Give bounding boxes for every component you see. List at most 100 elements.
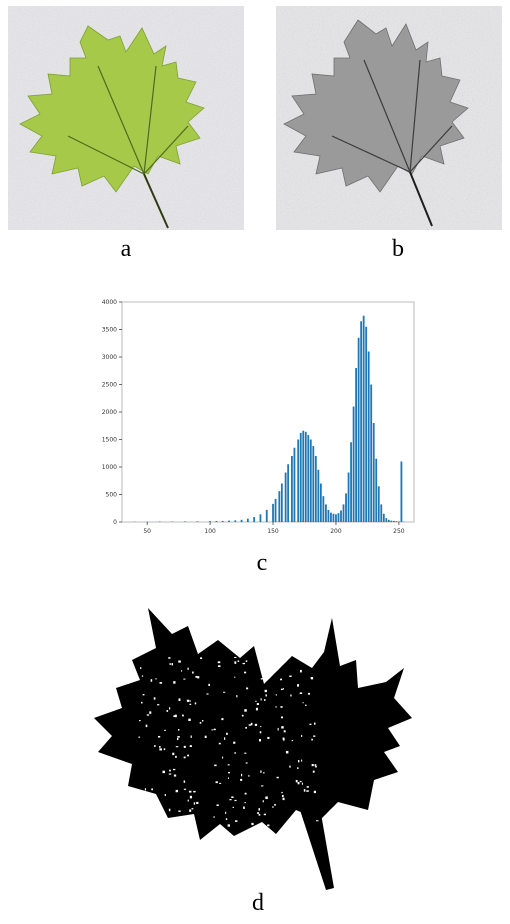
speckle: [168, 773, 172, 775]
speckle: [276, 776, 279, 779]
speckle: [314, 722, 316, 725]
panel-label-b: b: [392, 236, 404, 262]
speckle: [271, 672, 274, 675]
speckle: [256, 703, 259, 706]
speckle: [225, 818, 228, 821]
panel-d-binary-leaf: [88, 596, 424, 892]
speckle: [251, 822, 254, 826]
histogram-bar: [360, 321, 363, 522]
x-tick-label: 50: [143, 528, 151, 535]
speckle: [213, 816, 215, 818]
speckle: [225, 811, 227, 814]
histogram-bar: [299, 432, 302, 522]
y-tick-label: 1000: [102, 464, 117, 471]
speckle: [229, 799, 232, 801]
histogram-bar: [317, 469, 320, 522]
speckle: [219, 782, 222, 784]
binary-leaf-stem: [300, 808, 334, 890]
histogram-bar: [382, 513, 385, 522]
speckle: [280, 706, 283, 708]
histogram-bar: [350, 442, 352, 522]
histogram-bar: [377, 486, 380, 522]
speckle: [234, 656, 237, 658]
speckle: [240, 778, 243, 781]
speckle: [299, 780, 302, 783]
speckle: [244, 752, 247, 754]
histogram-bar: [332, 513, 335, 522]
speckle: [172, 768, 176, 771]
histogram-bar: [352, 406, 355, 522]
speckle: [187, 667, 189, 670]
speckle: [255, 707, 258, 711]
speckle: [153, 745, 156, 747]
speckle: [211, 729, 213, 731]
x-tick-label: 250: [393, 528, 405, 535]
y-tick-label: 2500: [102, 382, 117, 389]
speckle: [282, 797, 285, 801]
histogram-bar: [209, 521, 212, 522]
speckle: [159, 748, 162, 751]
speckle: [148, 805, 150, 807]
speckle: [151, 788, 153, 791]
speckle: [242, 662, 246, 665]
plot-frame: [121, 301, 415, 523]
speckle: [150, 679, 153, 682]
histogram-bar: [387, 519, 390, 522]
speckle: [237, 660, 240, 662]
speckle: [183, 678, 186, 680]
speckle: [290, 694, 292, 697]
speckle: [218, 665, 221, 667]
speckle: [188, 718, 191, 721]
histogram-bar: [284, 472, 287, 522]
speckle: [316, 820, 319, 822]
speckle: [299, 669, 302, 673]
speckle: [313, 790, 316, 794]
speckle: [272, 806, 274, 808]
speckle: [168, 707, 171, 710]
speckle: [175, 746, 179, 748]
speckle: [244, 709, 247, 712]
speckle: [241, 714, 244, 717]
speckle: [138, 736, 141, 738]
speckle: [169, 663, 172, 665]
speckle: [146, 714, 150, 716]
speckle: [217, 661, 221, 664]
speckle: [234, 752, 236, 754]
speckle: [193, 802, 196, 805]
histogram-bar: [390, 520, 393, 522]
speckle: [197, 676, 200, 679]
histogram-bar: [365, 326, 368, 522]
speckle: [149, 711, 152, 714]
histogram-bar: [302, 430, 305, 522]
speckle: [234, 676, 236, 678]
histogram-bar: [375, 458, 378, 522]
speckle: [245, 726, 247, 729]
histogram-bar: [397, 521, 400, 522]
histogram-bar: [287, 464, 290, 522]
speckle: [189, 703, 192, 706]
speckle: [189, 809, 192, 812]
speckle: [183, 780, 186, 783]
speckle: [263, 813, 266, 816]
histogram-bar: [345, 493, 347, 522]
speckle: [199, 721, 202, 724]
speckle: [178, 698, 181, 701]
speckle: [226, 732, 228, 735]
histogram-bar: [309, 439, 312, 522]
speckle: [214, 764, 217, 767]
histogram-bar: [196, 521, 199, 522]
speckle: [258, 738, 262, 742]
speckle: [215, 781, 218, 784]
speckle: [311, 738, 313, 741]
speckle: [227, 824, 231, 827]
speckle: [260, 666, 263, 669]
x-tick-label: 150: [267, 528, 279, 535]
speckle: [183, 788, 187, 790]
color-leaf-image: [8, 6, 244, 230]
histogram-bar: [330, 512, 332, 522]
histogram-bar: [274, 498, 277, 522]
speckle: [275, 706, 277, 708]
speckle: [274, 803, 276, 806]
x-tick-label: 100: [204, 528, 216, 535]
speckle: [244, 671, 247, 674]
